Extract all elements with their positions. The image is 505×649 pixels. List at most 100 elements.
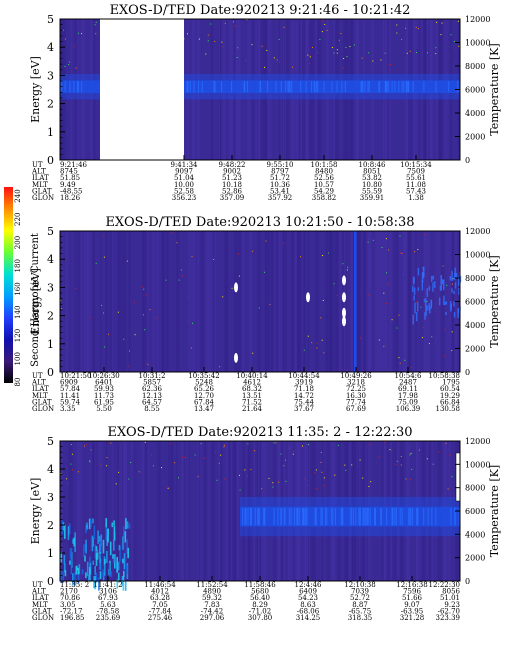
speckle-dot [71, 469, 73, 471]
white-blob [342, 307, 346, 318]
orbit-value: 69.11 [398, 385, 418, 393]
y2-tick-label: 4000 [465, 321, 485, 330]
orbit-value: 21.64 [242, 405, 263, 413]
white-blob [342, 316, 346, 327]
orbit-value: 11:35: 2 [60, 581, 89, 589]
orbit-value: 307.80 [248, 614, 273, 622]
speckle-dot [205, 53, 207, 55]
speckle-dot [426, 21, 428, 23]
colorbar-tick-label: 120 [14, 329, 22, 342]
energy-band-streak [280, 507, 282, 526]
speckle-dot [400, 455, 402, 457]
orbit-value: 13.47 [194, 405, 214, 413]
y-axis-right: 0 2000 4000 6000 8000 10000 12000 Temperature [… [455, 227, 501, 377]
orbit-row-label: UT [32, 372, 43, 380]
speckle-dot [144, 329, 146, 331]
orbit-value: -68.06 [297, 607, 320, 615]
energy-band-streak [242, 507, 244, 526]
speckle-dot [399, 235, 401, 237]
orbit-value: 59.32 [202, 594, 222, 602]
speckle-dot [309, 56, 311, 58]
texture-stripe [123, 231, 127, 372]
speckle-dot [89, 461, 91, 463]
orbit-value: 10:44:54 [288, 372, 320, 380]
texture-stripe [181, 441, 184, 581]
orbit-value: 4890 [203, 588, 221, 596]
speckle-dot [385, 238, 387, 240]
y-axis-left: 0 1 2 3 4 5 Energy [eV] [29, 435, 65, 588]
texture-stripe [207, 231, 210, 372]
energy-band-streak [391, 507, 393, 526]
speckle-dot [151, 454, 153, 456]
orbit-value: 8480 [315, 168, 333, 176]
emission-streak [415, 312, 418, 322]
burst-streak [88, 574, 90, 581]
energy-band-streak [77, 81, 79, 93]
speckle-dot [184, 457, 186, 458]
energy-band-streak [408, 507, 410, 526]
burst-streak [126, 565, 128, 574]
burst-streak [106, 550, 108, 563]
orbit-value: 71.52 [242, 398, 262, 406]
speckle-dot [404, 359, 406, 361]
speckle-dot [346, 269, 348, 271]
energy-band-streak [305, 81, 307, 93]
energy-band-streak [293, 507, 296, 526]
orbit-value: 57.43 [406, 187, 426, 195]
white-blob [234, 352, 238, 363]
energy-band-streak [412, 81, 414, 93]
speckle-dot [322, 255, 323, 256]
speckle-dot [292, 453, 294, 455]
burst-streak [84, 555, 86, 562]
burst-streak [122, 536, 124, 550]
speckle-dot [321, 339, 323, 341]
speckle-dot [129, 350, 130, 352]
speckle-dot [94, 24, 96, 26]
speckle-dot [359, 459, 361, 461]
colorbar-tick-label: 240 [14, 189, 22, 202]
speckle-dot [415, 26, 417, 28]
speckle-dot [440, 34, 442, 36]
speckle-dot [108, 333, 109, 335]
speckle-dot [362, 477, 364, 479]
speckle-dot [155, 317, 157, 319]
speckle-dot [261, 488, 263, 490]
speckle-dot [390, 450, 392, 451]
energy-band-streak [361, 81, 363, 93]
speckle-dot [383, 345, 385, 347]
burst-streak [94, 565, 96, 576]
texture-stripe [220, 441, 223, 581]
burst-streak [100, 540, 102, 553]
energy-band-streak [423, 81, 425, 93]
orbit-value: 70.86 [60, 594, 81, 602]
emission-streak [424, 312, 426, 320]
burst-streak [113, 539, 115, 551]
orbit-value: 8056 [442, 588, 460, 596]
texture-stripe [376, 231, 380, 372]
orbit-value: 7596 [403, 588, 421, 596]
panel-title: EXOS-D/TED Date:920213 10:21:50 - 10:58:… [105, 215, 414, 230]
burst-streak [72, 573, 74, 586]
orbit-row-label: MLT [32, 181, 48, 189]
y2-tick-label: 6000 [465, 86, 485, 95]
speckle-dot [422, 326, 424, 328]
speckle-dot [139, 471, 141, 473]
y2-tick-label: 12000 [465, 227, 490, 236]
energy-band-streak [280, 81, 282, 93]
speckle-dot [345, 469, 347, 471]
texture-stripe [61, 441, 64, 581]
orbit-value: 51.85 [60, 174, 80, 182]
speckle-dot [143, 288, 145, 290]
burst-streak [114, 554, 116, 569]
speckle-dot [307, 335, 309, 337]
burst-streak [103, 562, 106, 576]
speckle-dot [95, 33, 97, 35]
texture-stripe [225, 231, 228, 372]
texture-stripe [218, 441, 221, 581]
speckle-dot [198, 38, 200, 40]
speckle-dot [285, 480, 287, 482]
burst-streak [105, 518, 107, 528]
orbit-row-label: UT [32, 581, 43, 589]
orbit-value: 59.74 [60, 398, 81, 406]
energy-band-streak [299, 507, 301, 526]
